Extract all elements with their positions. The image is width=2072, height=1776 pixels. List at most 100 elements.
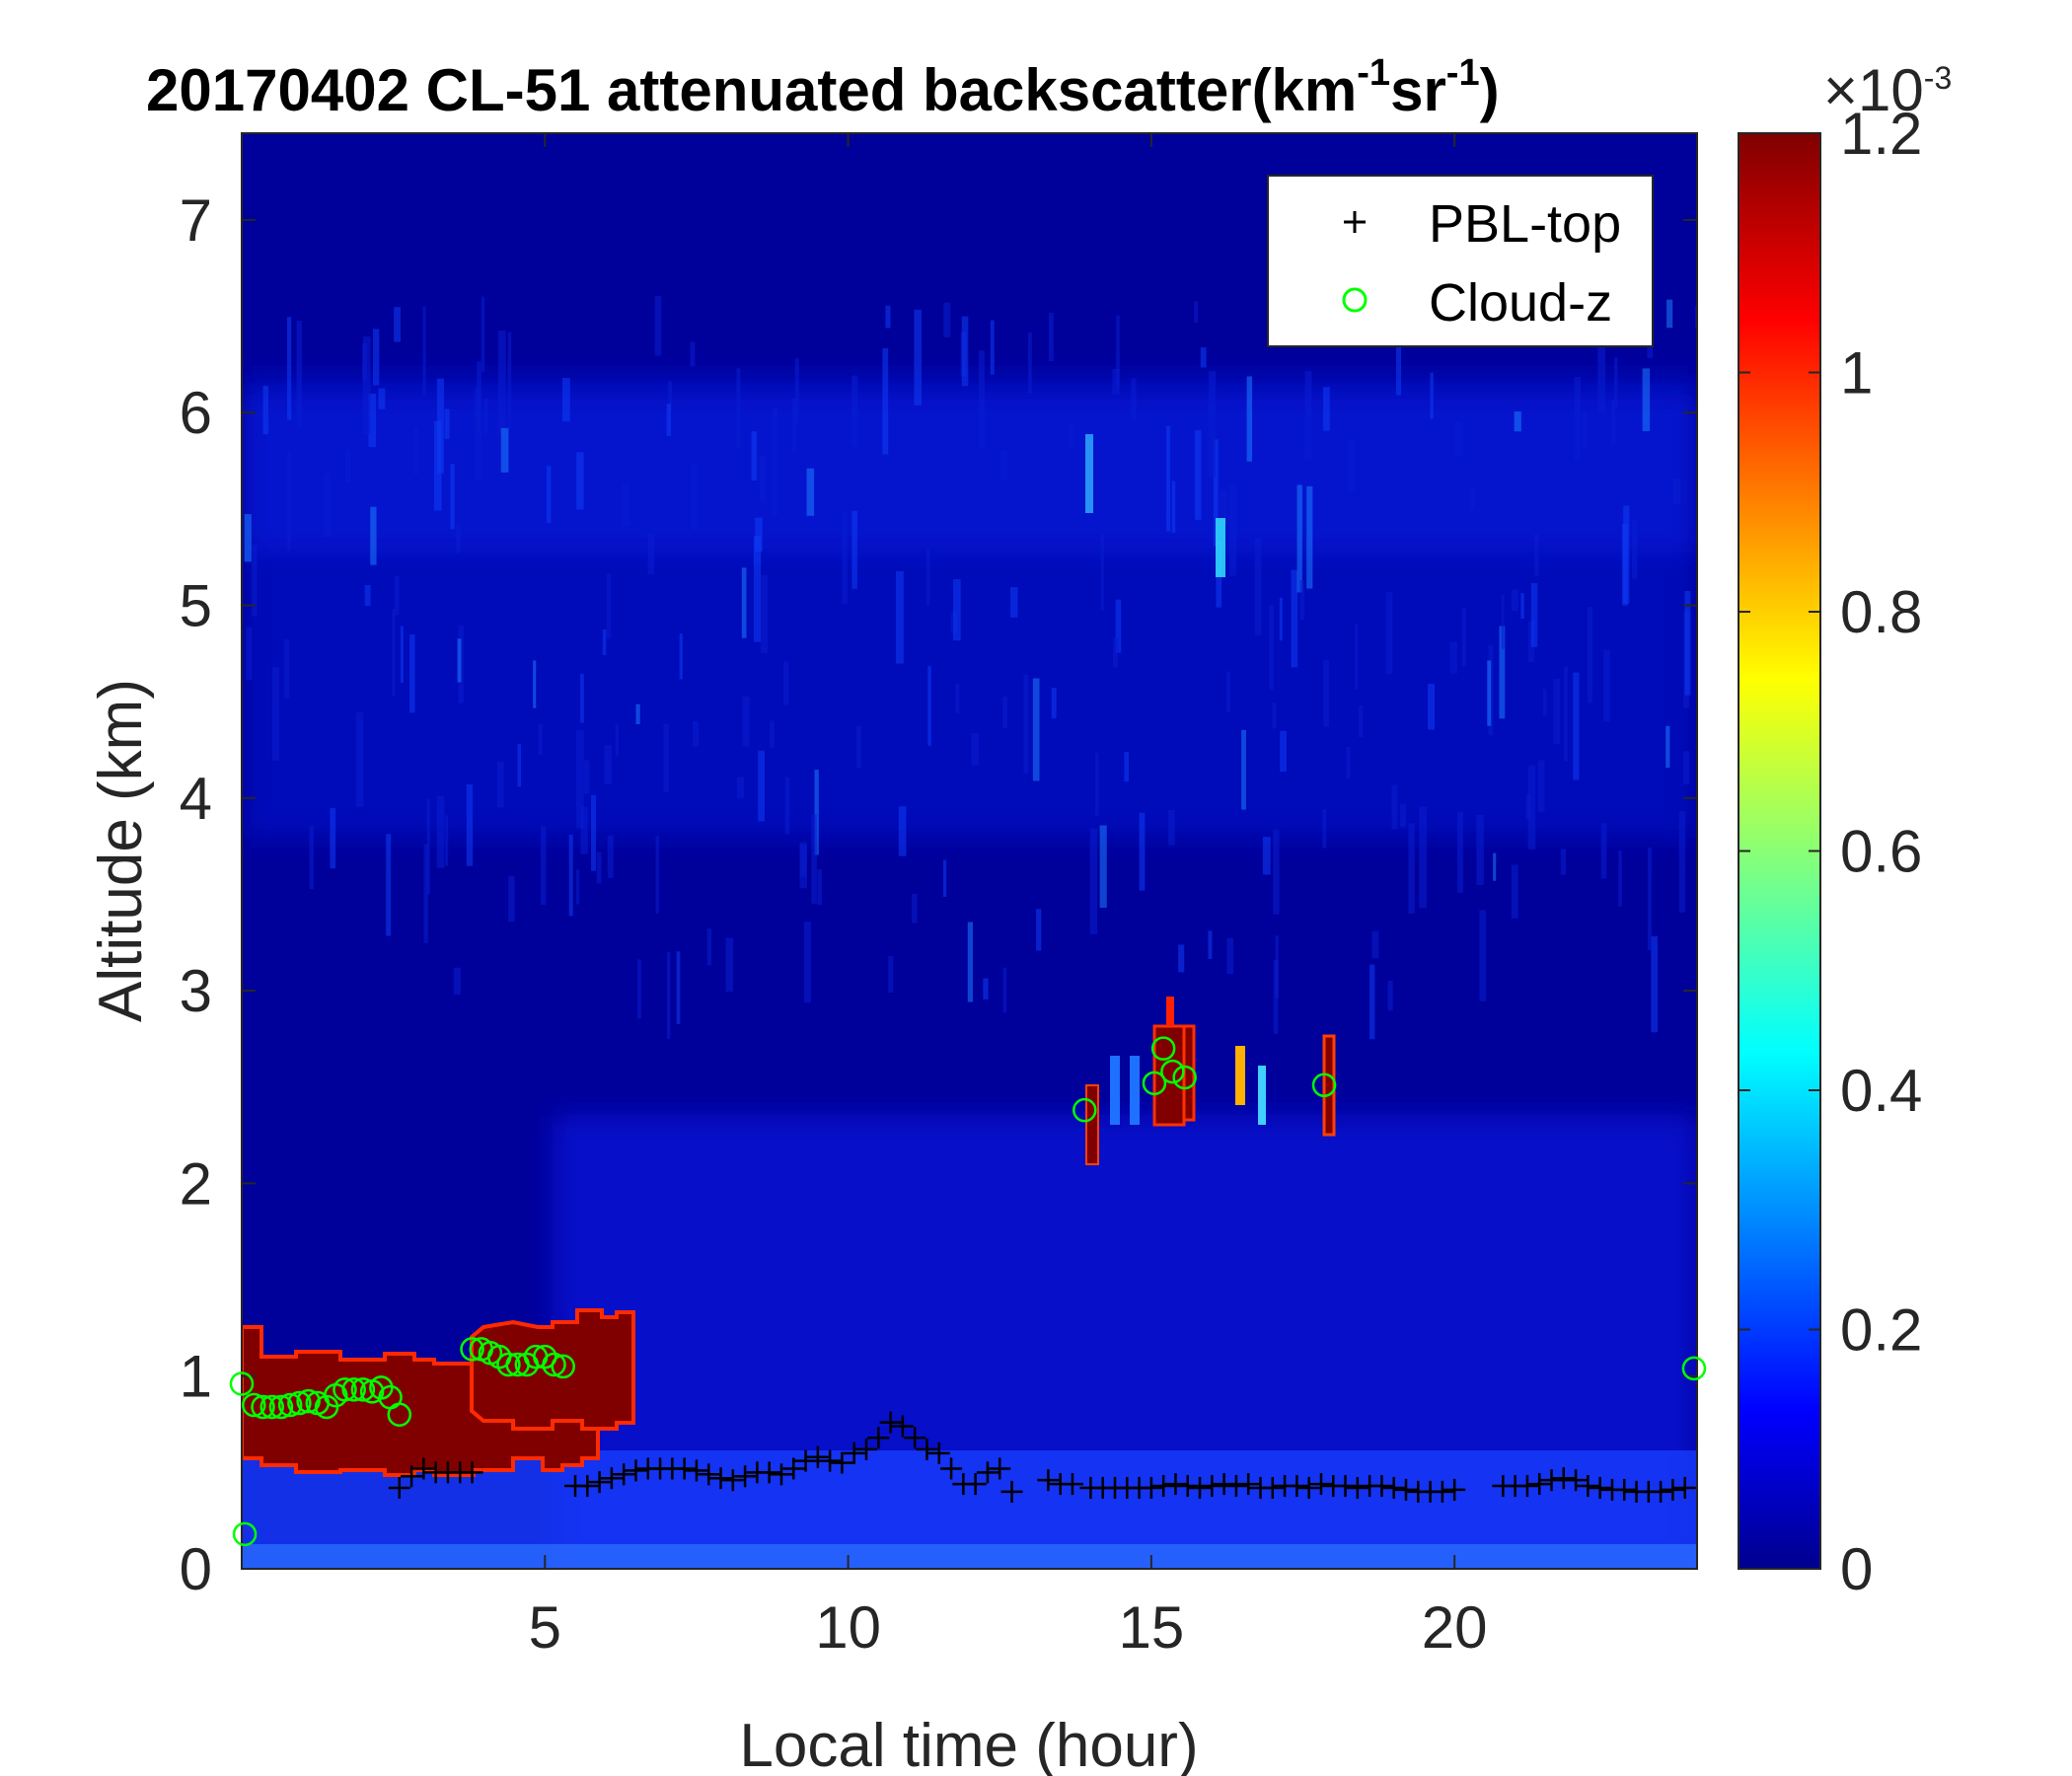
pbl-top-marker	[721, 1469, 744, 1492]
heatmap-streak	[455, 523, 461, 554]
heatmap-streak	[1099, 825, 1107, 908]
heatmap-streak	[1178, 944, 1185, 973]
legend-label-cloud-z: Cloud-z	[1429, 273, 1612, 333]
pbl-top-marker	[1334, 1475, 1357, 1498]
pbl-top-marker	[461, 1461, 483, 1484]
heatmap-streak	[1229, 484, 1237, 576]
heatmap-streak	[888, 955, 894, 994]
heatmap-streak	[1048, 312, 1054, 361]
heatmap-streak	[1115, 599, 1122, 653]
heatmap-streak	[287, 450, 291, 552]
y-tick-label: 0	[180, 1536, 212, 1602]
pbl-top-marker	[388, 1476, 410, 1499]
heatmap-streak	[538, 724, 543, 755]
heatmap-streak	[1220, 489, 1227, 525]
heatmap-streak	[436, 795, 445, 868]
heatmap-streak	[1501, 594, 1505, 649]
heatmap-streak	[1611, 400, 1616, 447]
heatmap-streak	[736, 368, 741, 450]
pbl-top-marker	[1309, 1473, 1332, 1496]
pbl-top-marker	[891, 1415, 914, 1438]
heatmap-streak	[622, 482, 630, 527]
heatmap-streak	[445, 815, 449, 866]
heatmap-streak	[990, 320, 995, 375]
colorbar-tick-label: 0.4	[1840, 1058, 1922, 1124]
pbl-top-marker	[1528, 1473, 1551, 1496]
heatmap-streak	[1348, 440, 1356, 491]
heatmap-streak	[392, 609, 396, 697]
pbl-top-marker	[1224, 1475, 1247, 1498]
colorbar-tick-label: 1	[1840, 340, 1873, 407]
cloud-column	[1085, 1084, 1099, 1165]
heatmap-streak	[885, 305, 891, 329]
heatmap-streak	[742, 696, 750, 747]
pbl-top-marker	[1286, 1475, 1308, 1498]
pbl-top-marker	[1037, 1469, 1060, 1492]
heatmap-streak	[655, 835, 659, 915]
heatmap-streak	[1296, 484, 1302, 593]
heatmap-streak	[1553, 678, 1561, 745]
heatmap-streak	[706, 928, 711, 966]
heatmap-streak	[851, 510, 857, 589]
cloud-z-marker	[460, 1337, 484, 1362]
heatmap-streak	[1304, 370, 1312, 460]
heatmap-streak	[1254, 538, 1262, 636]
heatmap-streak	[1514, 411, 1521, 432]
cloud-column	[1130, 1056, 1140, 1125]
cloud-z-marker	[251, 1394, 275, 1420]
heatmap-streak	[1694, 305, 1697, 329]
cloud-z-marker	[287, 1390, 312, 1416]
heatmap-streak	[1010, 587, 1018, 618]
heatmap-streak	[1346, 746, 1351, 779]
cloud-column	[1110, 1056, 1120, 1125]
heatmap-streak	[386, 834, 392, 936]
heatmap-streak	[362, 336, 371, 435]
cloud-z-marker	[1160, 1059, 1185, 1084]
heatmap-streak	[496, 761, 504, 808]
heatmap-streak	[508, 875, 515, 923]
legend-box	[1267, 175, 1654, 347]
heatmap-streak	[666, 404, 672, 436]
heatmap-streak	[1355, 624, 1359, 690]
pbl-top-marker	[1061, 1473, 1083, 1496]
heatmap-streak	[583, 760, 590, 794]
heatmap-streak	[481, 296, 485, 372]
heatmap-streak	[246, 627, 253, 680]
pbl-top-marker	[1395, 1478, 1417, 1501]
heatmap-streak	[679, 633, 683, 680]
cloud-z-marker	[268, 1394, 294, 1420]
heatmap-streak	[1581, 411, 1588, 449]
heatmap-streak	[602, 629, 607, 656]
heatmap-streak	[783, 661, 789, 705]
heatmap-streak	[1322, 387, 1330, 431]
pbl-top-marker	[782, 1457, 805, 1480]
x-axis-label: Local time (hour)	[739, 1712, 1198, 1776]
heatmap-streak	[244, 514, 252, 562]
heatmap-streak	[517, 744, 522, 787]
heatmap-streak	[580, 806, 588, 854]
heatmap-streak	[1560, 849, 1567, 875]
pbl-top-marker	[1176, 1475, 1199, 1498]
heatmap-streak	[760, 574, 769, 653]
heatmap-streak	[1002, 697, 1008, 728]
heatmap-streak	[1621, 523, 1628, 606]
heatmap-streak	[540, 826, 547, 906]
pbl-top-marker	[758, 1461, 780, 1484]
heatmap-streak	[1275, 935, 1279, 999]
heatmap-streak	[252, 544, 258, 617]
heatmap-streak	[1419, 806, 1428, 909]
heatmap-streak	[1530, 582, 1538, 647]
heatmap-streak	[1449, 641, 1457, 674]
heatmap-streak	[882, 347, 889, 455]
heatmap-streak	[1631, 520, 1638, 579]
heatmap-streak	[654, 296, 662, 356]
x-tick-label: 20	[1422, 1594, 1488, 1661]
heatmap-streak	[983, 978, 989, 999]
pbl-top-marker	[1540, 1469, 1563, 1492]
pbl-top-marker	[1516, 1475, 1538, 1498]
heatmap-streak	[262, 385, 269, 435]
cloud-z-marker	[229, 1371, 255, 1396]
heatmap-streak	[1306, 485, 1313, 589]
heatmap-streak	[770, 720, 775, 749]
